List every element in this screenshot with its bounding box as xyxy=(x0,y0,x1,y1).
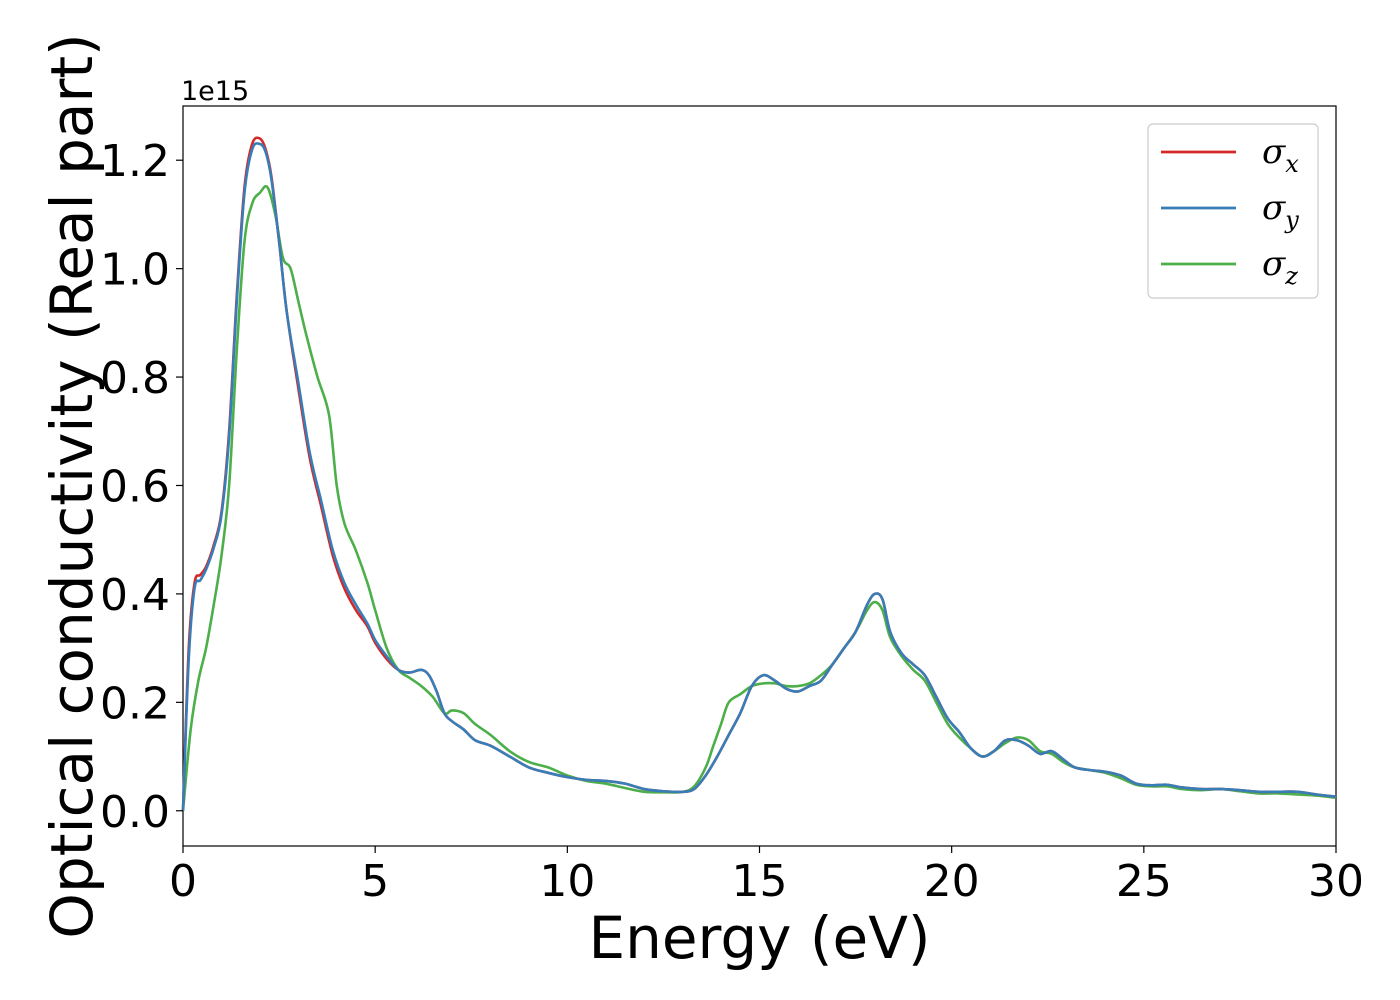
y-tick-label: 0.8 xyxy=(100,353,170,404)
legend: σx σy σz xyxy=(1147,123,1319,299)
y-tick-label: 1.2 xyxy=(100,136,170,187)
x-tick-label: 20 xyxy=(924,856,980,907)
y-tick-label: 0.2 xyxy=(100,678,170,729)
legend-label-y: σy xyxy=(1262,188,1299,234)
y-axis-offset-label: 1e15 xyxy=(181,76,249,107)
series-line-y xyxy=(181,142,1337,811)
y-axis-label: Optical conductivity (Real part) xyxy=(38,33,106,938)
x-axis-ticks: 0 5 10 15 20 25 30 xyxy=(169,846,1364,907)
y-tick-label: 1.0 xyxy=(100,245,170,296)
x-tick-label: 0 xyxy=(169,856,197,907)
x-tick-label: 10 xyxy=(539,856,595,907)
x-tick-label: 25 xyxy=(1116,856,1172,907)
x-tick-label: 30 xyxy=(1308,856,1364,907)
x-tick-label: 5 xyxy=(361,856,389,907)
y-tick-label: 0.4 xyxy=(100,570,170,621)
legend-label-x: σx xyxy=(1262,132,1299,178)
series-line-z xyxy=(181,184,1337,811)
y-axis-ticks: 0.0 0.2 0.4 0.6 0.8 1.0 1.2 xyxy=(100,136,183,838)
x-tick-label: 15 xyxy=(732,856,788,907)
y-tick-label: 0.0 xyxy=(100,787,170,838)
y-tick-label: 0.6 xyxy=(100,461,170,512)
legend-label-z: σz xyxy=(1262,244,1298,290)
legend-box xyxy=(1147,123,1319,299)
x-axis-label: Energy (eV) xyxy=(588,904,930,972)
series-layer xyxy=(181,136,1337,811)
